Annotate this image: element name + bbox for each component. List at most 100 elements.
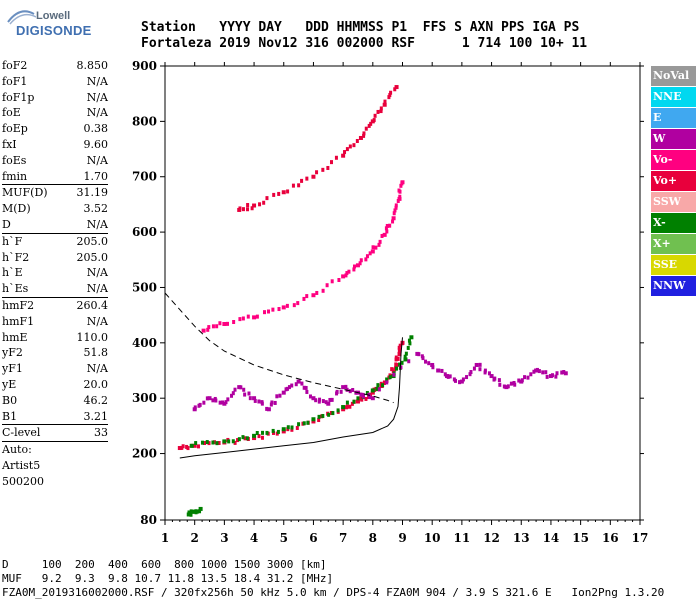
trace-point [382,102,387,107]
param-row: B1 3.21 [2,409,108,425]
trace-point [554,374,558,379]
trace-point [194,441,198,446]
trace-point [465,375,469,380]
param-label: h`F [2,234,23,248]
trace-point [375,386,379,391]
trace-point [211,324,215,329]
trace-point [341,385,346,390]
trace-point [550,373,554,378]
trace-point [201,328,206,333]
trace-point [526,375,530,380]
trace-point [214,398,218,403]
param-label: C-level [2,426,41,440]
trace-point [205,440,209,445]
trace-point [281,305,286,310]
param-label: yF2 [2,346,23,360]
trace-point [437,368,441,373]
trace-point [397,345,401,350]
trace-point [351,387,355,392]
trace-point [385,377,389,382]
trace-point [211,440,215,445]
trace-point [487,371,491,376]
trace-point [198,509,202,514]
trace-point [398,362,402,367]
trace-point [497,378,501,383]
trace-point [198,506,203,511]
param-label: h`E [2,266,23,280]
trace-point [286,425,290,430]
trace-point [398,343,402,348]
param-row: fmin 1.70 [2,169,108,185]
trace-point [376,383,380,388]
trace-point [308,394,312,399]
trace-point [396,356,400,361]
trace-point [281,190,286,195]
trace-point [469,370,473,375]
trace-point [356,396,360,401]
trace-point [458,380,462,385]
trace-point [400,360,404,365]
x-tick-label: 13 [513,531,530,545]
trace-point [317,414,321,419]
footer: D 100 200 400 600 800 1000 1500 3000 [km… [2,558,664,600]
parameter-panel: foF2 8.850 foF1 N/A foF1p N/A foE N/A foEp 0.38 fx… [2,58,108,490]
trace-point [326,165,330,170]
trace-point [430,362,435,367]
param-label: yE [2,377,17,391]
trace-point [260,401,264,406]
trace-point [239,385,243,390]
legend-item: SSW [651,192,696,212]
trace-point [193,405,197,410]
trace-point [277,191,281,196]
param-value: 260.4 [76,298,109,312]
y-tick-label: 80 [140,513,157,527]
trace-point [506,384,510,389]
logo-swoosh-icon [7,10,36,25]
param-label: D [2,217,11,231]
x-tick-label: 4 [250,531,258,545]
x-tick-label: 15 [572,531,589,545]
param-label: hmF2 [2,298,35,312]
param-row: yF2 51.8 [2,345,108,361]
trace-point [231,391,235,396]
trace-point [424,359,428,364]
plot-frame [164,65,641,521]
param-label: hmE [2,330,28,344]
trace-point [266,407,271,412]
header-line1: Station YYYY DAY DDD HHMMSS P1 FFS S AXN… [141,20,580,35]
trace-point [198,402,202,407]
trace-point [493,376,497,381]
param-row: D N/A [2,217,108,233]
trace-point [231,439,235,444]
trace-point [381,383,385,388]
trace-point [311,174,316,179]
trace-point [232,320,236,325]
trace-point [207,325,211,330]
trace-point [362,394,366,399]
trace-point [385,229,389,234]
trace-point [265,196,269,201]
legend-item: Vo- [651,150,696,170]
trace-point [403,357,408,362]
trace-point [226,321,230,326]
trace-point [341,407,346,412]
trace-point [196,444,200,449]
trace-point [224,400,228,405]
profile-solid-curve [179,337,403,459]
trace-point [331,411,335,416]
trace-point [529,372,533,377]
trace-point [374,245,378,250]
x-tick-label: 5 [280,531,288,545]
param-label: Artist5 [2,458,41,472]
param-row: MUF(D) 31.19 [2,185,108,201]
trace-point [189,509,193,514]
trace-point [391,219,395,224]
param-value: N/A [86,217,108,231]
param-row: hmE 110.0 [2,330,108,346]
trace-point [181,444,185,449]
trace-point [341,274,346,279]
trace-point [211,398,215,403]
trace-point [271,428,275,433]
trace-point [409,335,414,340]
trace-point [337,278,341,283]
